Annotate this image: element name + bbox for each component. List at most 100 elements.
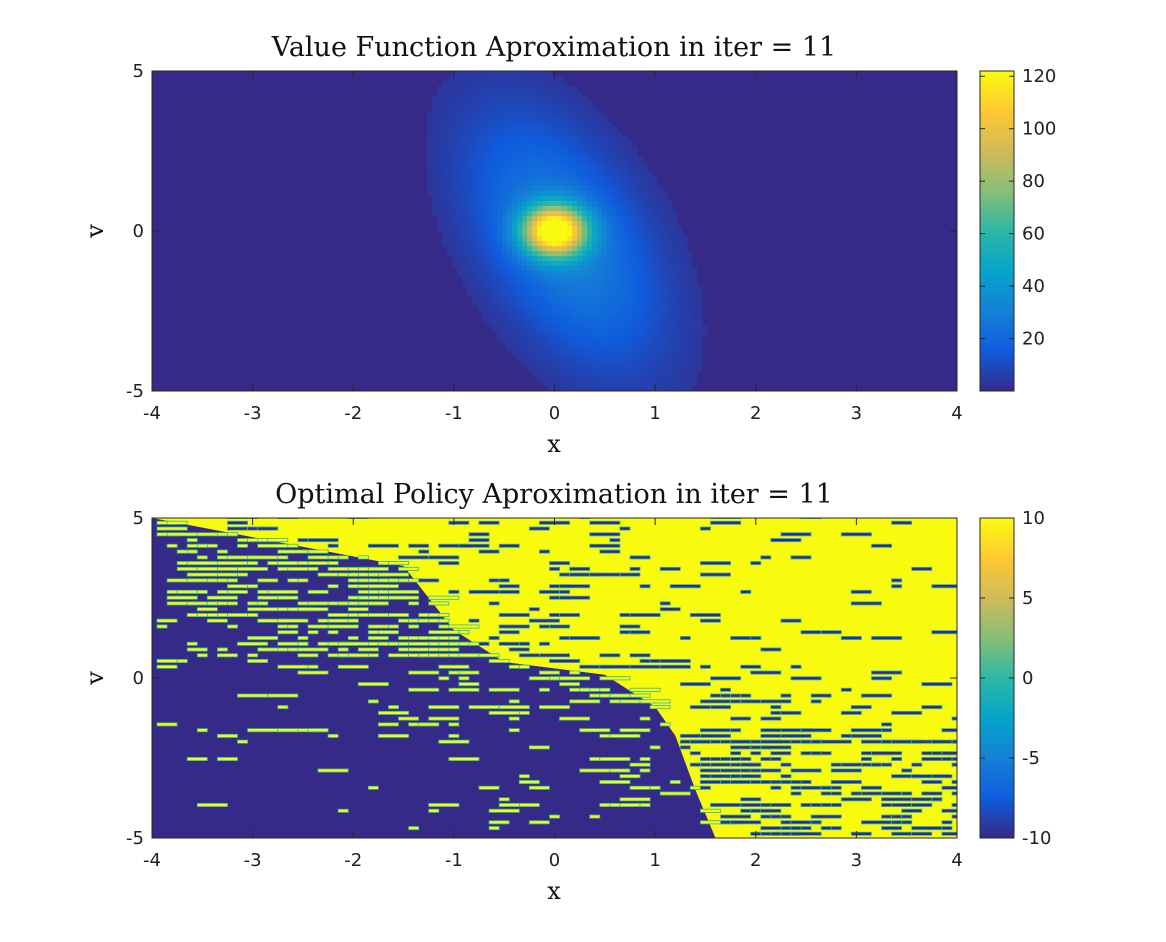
value-heatmap-cell: [437, 101, 443, 107]
value-heatmap-cell: [582, 276, 588, 282]
value-heatmap-cell: [557, 151, 563, 157]
value-heatmap-cell: [547, 116, 553, 122]
policy-noise-cell: [347, 578, 359, 583]
value-heatmap-cell: [687, 376, 693, 382]
value-heatmap-cell: [677, 326, 683, 332]
value-heatmap-cell: [547, 371, 553, 377]
value-heatmap-cell: [647, 211, 653, 217]
value-heatmap-cell: [482, 236, 488, 242]
value-heatmap-cell: [537, 121, 543, 127]
value-heatmap-cell: [682, 301, 688, 307]
value-heatmap-cell: [567, 271, 573, 277]
value-heatmap-cell: [442, 201, 448, 207]
value-heatmap-cell: [652, 321, 658, 327]
value-heatmap-cell: [687, 281, 693, 287]
value-heatmap-cell: [682, 336, 688, 342]
value-heatmap-cell: [577, 316, 583, 322]
value-heatmap-cell: [612, 311, 618, 317]
value-heatmap-cell: [692, 296, 698, 302]
value-heatmap-cell: [547, 141, 553, 147]
value-heatmap-cell: [542, 316, 548, 322]
value-heatmap-cell: [537, 286, 543, 292]
value-heatmap-cell: [542, 121, 548, 127]
policy-noise-cell: [156, 664, 178, 669]
value-heatmap-cell: [582, 371, 588, 377]
policy-noise-cell: [458, 543, 490, 548]
value-heatmap-cell: [547, 306, 553, 312]
value-heatmap-cell: [557, 291, 563, 297]
value-heatmap-cell: [527, 121, 533, 127]
value-heatmap-cell: [572, 306, 578, 312]
value-heatmap-cell: [522, 91, 528, 97]
value-heatmap-cell: [547, 286, 553, 292]
policy-noise-cell: [367, 636, 389, 641]
value-heatmap-cell: [462, 186, 468, 192]
policy-noise-cell: [408, 687, 440, 692]
value-heatmap-cell: [487, 206, 493, 212]
value-heatmap-cell: [617, 171, 623, 177]
value-heatmap-cell: [642, 161, 648, 167]
policy-noise-cell: [247, 636, 279, 641]
value-heatmap-cell: [552, 361, 558, 367]
policy-noise-cell: [750, 561, 762, 566]
value-heatmap-cell: [632, 191, 638, 197]
value-heatmap-cell: [562, 241, 568, 247]
policy-noise-cell: [710, 803, 742, 808]
value-heatmap-cell: [597, 386, 603, 391]
value-heatmap-cell: [687, 311, 693, 317]
value-heatmap-cell: [647, 331, 653, 337]
value-heatmap-cell: [462, 111, 468, 117]
value-heatmap-cell: [662, 331, 668, 337]
value-heatmap-cell: [637, 246, 643, 252]
value-heatmap-cell: [547, 121, 553, 127]
value-heatmap-cell: [497, 156, 503, 162]
value-heatmap-cell: [567, 121, 573, 127]
value-heatmap-cell: [532, 351, 538, 357]
value-heatmap-cell: [637, 336, 643, 342]
policy-noise-cell: [458, 653, 480, 658]
value-heatmap-cell: [582, 106, 588, 112]
value-heatmap-cell: [532, 331, 538, 337]
value-heatmap-cell: [632, 316, 638, 322]
value-heatmap-cell: [562, 111, 568, 117]
value-heatmap-cell: [502, 171, 508, 177]
value-heatmap-cell: [637, 171, 643, 177]
value-heatmap-cell: [692, 301, 698, 307]
value-heatmap-cell: [512, 326, 518, 332]
value-heatmap-cell: [642, 241, 648, 247]
value-heatmap-cell: [467, 206, 473, 212]
value-heatmap-cell: [482, 201, 488, 207]
policy-noise-cell: [377, 630, 399, 635]
value-heatmap-cell: [472, 76, 478, 82]
value-heatmap-cell: [522, 246, 528, 252]
value-heatmap-cell: [612, 376, 618, 382]
value-heatmap-cell: [612, 316, 618, 322]
value-heatmap-cell: [692, 326, 698, 332]
value-heatmap-cell: [577, 151, 583, 157]
value-heatmap-cell: [457, 241, 463, 247]
value-heatmap-cell: [452, 201, 458, 207]
value-heatmap-cell: [447, 146, 453, 152]
value-heatmap-cell: [502, 316, 508, 322]
value-heatmap-cell: [517, 101, 523, 107]
value-heatmap-cell: [477, 91, 483, 97]
value-x-tick-label: -4: [143, 403, 161, 424]
policy-noise-cell: [609, 733, 641, 738]
policy-noise-cell: [881, 722, 893, 727]
value-heatmap-cell: [497, 321, 503, 327]
value-heatmap-cell: [522, 241, 528, 247]
value-heatmap-cell: [577, 221, 583, 227]
value-heatmap-cell: [672, 291, 678, 297]
value-heatmap-cell: [587, 231, 593, 237]
value-heatmap-cell: [652, 276, 658, 282]
value-heatmap-cell: [487, 266, 493, 272]
value-heatmap-cell: [427, 166, 433, 172]
policy-noise-cell: [901, 820, 913, 825]
value-heatmap-cell: [467, 246, 473, 252]
value-heatmap-cell: [532, 346, 538, 352]
value-heatmap-cell: [627, 171, 633, 177]
policy-noise-cell: [549, 624, 571, 629]
value-heatmap-cell: [617, 301, 623, 307]
value-heatmap-cell: [522, 301, 528, 307]
value-heatmap-cell: [557, 206, 563, 212]
